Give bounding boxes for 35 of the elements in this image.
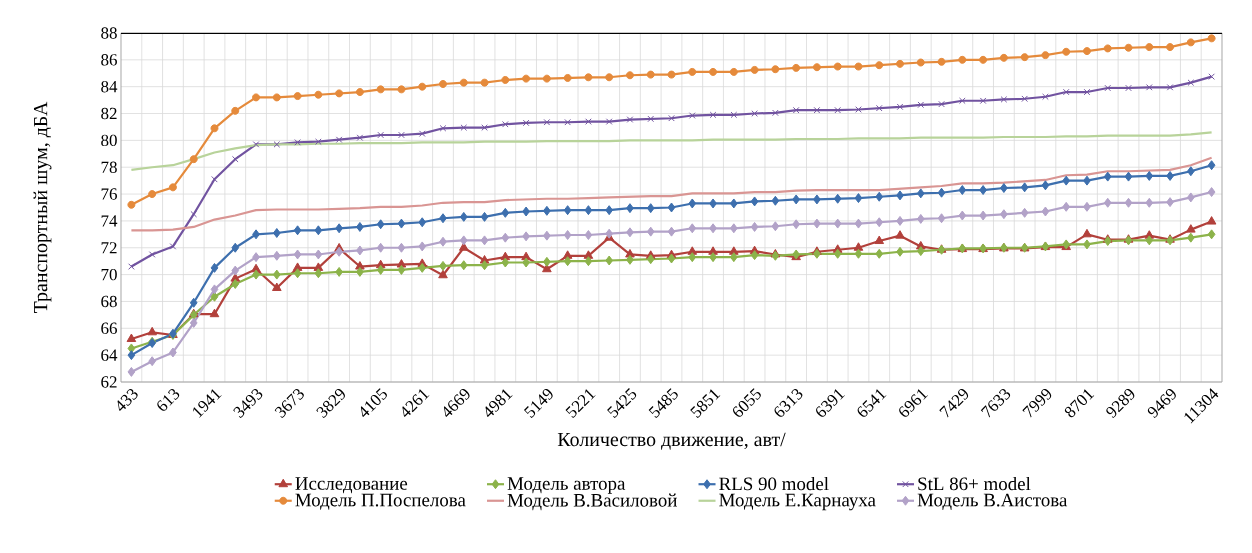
y-tick-label: 84 bbox=[101, 80, 118, 93]
y-tick-label: 70 bbox=[101, 268, 117, 281]
x-tick-label: 4261 bbox=[402, 389, 430, 417]
x-tick-label: 4981 bbox=[485, 389, 513, 417]
y-axis-title: Транспортный шум, дБА bbox=[33, 101, 52, 314]
y-tick-label: 80 bbox=[101, 134, 117, 147]
x-tick-label: 6961 bbox=[899, 389, 928, 417]
legend-label: RLS 90 model bbox=[719, 476, 829, 491]
legend-label: StL 86+ model bbox=[918, 476, 1031, 491]
legend-label: Исследование bbox=[295, 477, 408, 494]
y-tick-label: 72 bbox=[101, 242, 117, 254]
y-tick-label: 82 bbox=[101, 107, 117, 120]
x-axis-title: Количество движение, авт/ bbox=[557, 432, 786, 450]
y-tick-label: 74 bbox=[101, 215, 118, 227]
y-tick-label: 62 bbox=[101, 376, 117, 388]
y-tick-label: 66 bbox=[101, 322, 117, 334]
y-tick-label: 64 bbox=[101, 349, 118, 361]
legend-label: Модель автора bbox=[507, 477, 626, 494]
x-tick-label: 6391 bbox=[816, 389, 845, 417]
x-tick-label: 6313 bbox=[774, 388, 803, 417]
y-tick-label: 86 bbox=[101, 54, 117, 66]
y-tick-label: 78 bbox=[101, 161, 117, 173]
x-tick-label: 433 bbox=[117, 388, 138, 411]
x-tick-label: 6541 bbox=[857, 389, 887, 417]
y-tick-label: 88 bbox=[101, 27, 117, 39]
x-tick-label: 7999 bbox=[1022, 388, 1052, 418]
y-tick-label: 68 bbox=[101, 295, 117, 308]
legend-label: Модель Е.Карнауха bbox=[719, 493, 876, 511]
legend-label: Модель В.Аистова bbox=[917, 493, 1068, 510]
legend-label: Модель П.Поспелова bbox=[295, 493, 466, 510]
x-tick-label: 4669 bbox=[443, 388, 470, 417]
x-tick-label: 7429 bbox=[939, 388, 969, 418]
x-tick-label: 613 bbox=[157, 388, 180, 411]
legend-label: Модель В.Василовой bbox=[507, 493, 677, 511]
y-tick-label: 76 bbox=[101, 188, 117, 200]
